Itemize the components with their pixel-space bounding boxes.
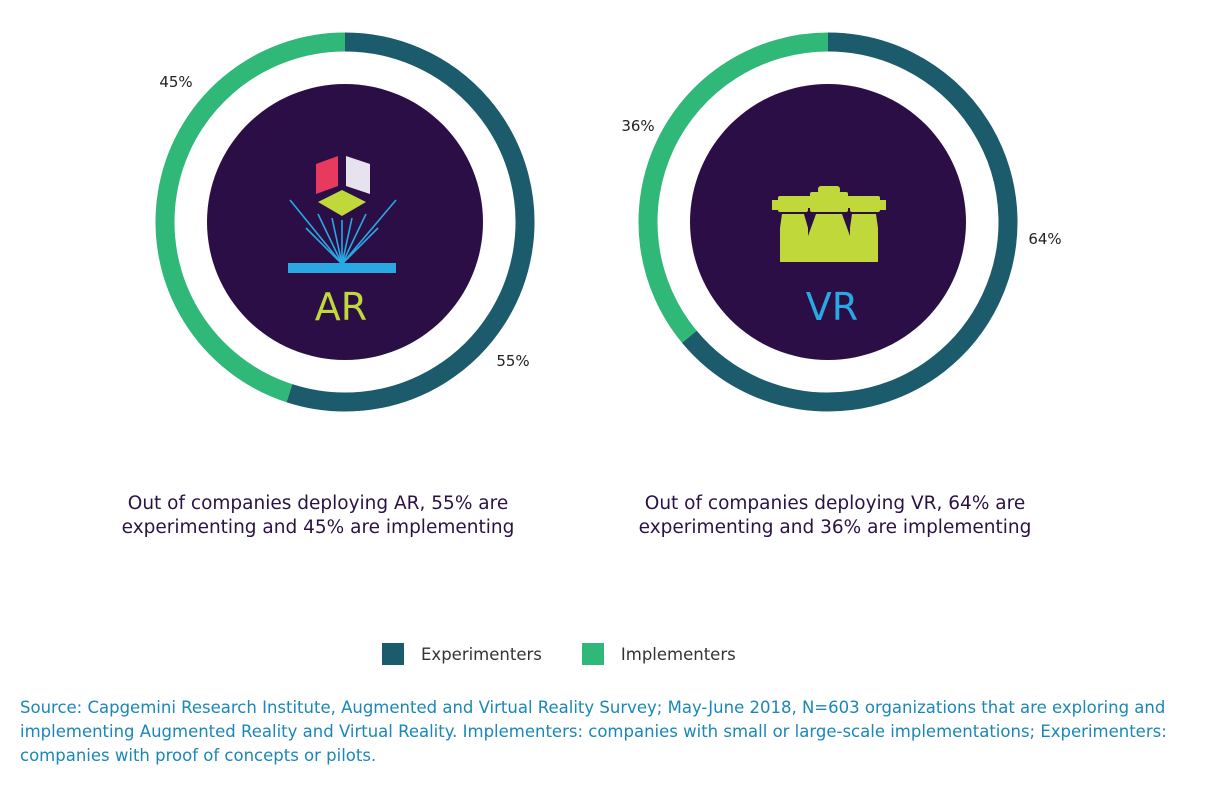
legend-swatch-experimenters [382,643,404,665]
vr-experimenters-pct-label: 64% [1028,230,1061,248]
vr-headset-group-icon [772,186,886,262]
ar-donut: AR 45% 55% [155,32,535,412]
vr-center-label: VR [806,285,858,329]
ar-implementers-slice [155,32,346,403]
ar-hologram-cube-icon [288,156,397,273]
source-line-2: implementing Augmented Reality and Virtu… [20,722,1167,741]
legend-item-implementers: Implementers [581,643,736,665]
legend: Experimenters Implementers [382,642,776,666]
ar-experimenters-slice [286,32,535,412]
vr-implementers-pct-label: 36% [621,117,654,135]
source-line-1: Source: Capgemini Research Institute, Au… [20,698,1166,717]
source-line-3: companies with proof of concepts or pilo… [20,746,377,765]
legend-item-experimenters: Experimenters [382,643,542,665]
donut-charts: AR 45% 55% VR 36% 64% [155,32,1062,412]
vr-caption-line-1: Out of companies deploying VR, 64% are [644,493,1026,514]
ar-caption: Out of companies deploying AR, 55% are e… [108,492,528,540]
ar-caption-line-2: experimenting and 45% are implementing [121,517,515,538]
ar-experimenters-pct-label: 55% [496,352,529,370]
legend-swatch-implementers [581,643,604,665]
vr-donut: VR 36% 64% [621,32,1062,412]
ar-implementers-pct-label: 45% [159,73,192,91]
source-note: Source: Capgemini Research Institute, Au… [20,696,1215,768]
vr-experimenters-slice [682,32,1018,412]
legend-label-implementers: Implementers [620,644,736,664]
vr-caption: Out of companies deploying VR, 64% are e… [625,492,1045,540]
vr-implementers-slice [638,32,829,343]
ar-center-label: AR [315,285,367,329]
vr-caption-line-2: experimenting and 36% are implementing [638,517,1032,538]
ar-inner-circle [207,84,483,360]
ar-caption-line-1: Out of companies deploying AR, 55% are [127,493,509,514]
legend-label-experimenters: Experimenters [421,644,542,664]
